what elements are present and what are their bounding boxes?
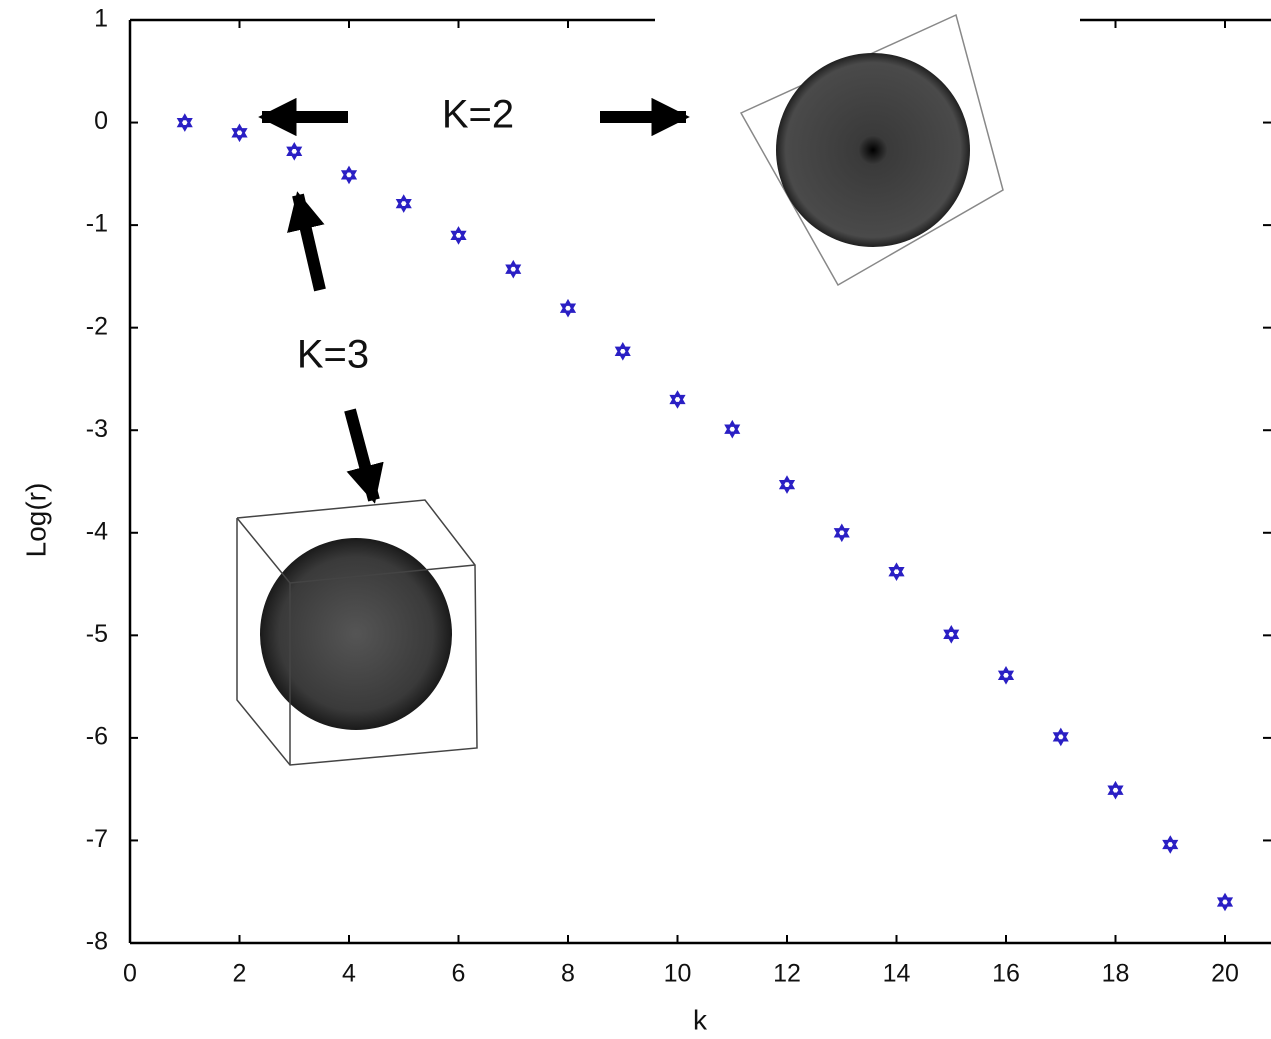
y-tick-label: -7 [86,825,108,853]
y-tick-label: 1 [94,5,108,33]
point [724,419,741,439]
point [778,475,796,494]
point [1216,892,1234,912]
point [943,624,960,644]
y-tick-label: 0 [94,107,108,135]
inset-k3 [236,499,478,766]
x-tick-label: 14 [883,960,911,988]
y-tick-label: -4 [86,517,108,545]
y-tick-label: -3 [86,415,108,443]
point [559,298,577,318]
point [1107,780,1124,800]
point [176,113,193,132]
point [340,165,358,185]
x-tick-label: 0 [123,960,137,988]
point [450,226,467,245]
point [231,123,248,143]
point [1052,727,1069,747]
y-tick-label: -5 [86,620,108,648]
x-tick-label: 20 [1211,960,1239,988]
point [997,666,1015,685]
x-axis-label: k [693,1004,708,1035]
inset-k2 [739,13,1004,287]
x-tick-label: 10 [664,960,692,988]
point [888,562,905,581]
point [286,141,303,161]
x-tick-label: 4 [342,960,356,988]
x-tick-label: 8 [561,960,575,988]
y-tick-label: -1 [86,210,108,238]
y-axis-label: Log(r) [20,483,51,558]
point [505,259,522,279]
y-tick-label: -8 [86,928,108,956]
y-tick-label: -2 [86,312,108,340]
x-tick-label: 12 [773,960,801,988]
x-tick-label: 18 [1102,960,1130,988]
x-tick-label: 6 [452,960,466,988]
arrows [258,97,690,504]
y-tick-label: -6 [86,722,108,750]
point [833,523,850,543]
point [669,390,686,409]
x-tick-label: 16 [992,960,1020,988]
frame [128,18,1271,945]
annotation: K=3 [297,333,369,377]
point [1162,835,1179,854]
annotation: K=2 [442,93,514,137]
x-tick-label: 2 [233,960,247,988]
point [614,341,631,361]
point [395,194,412,213]
